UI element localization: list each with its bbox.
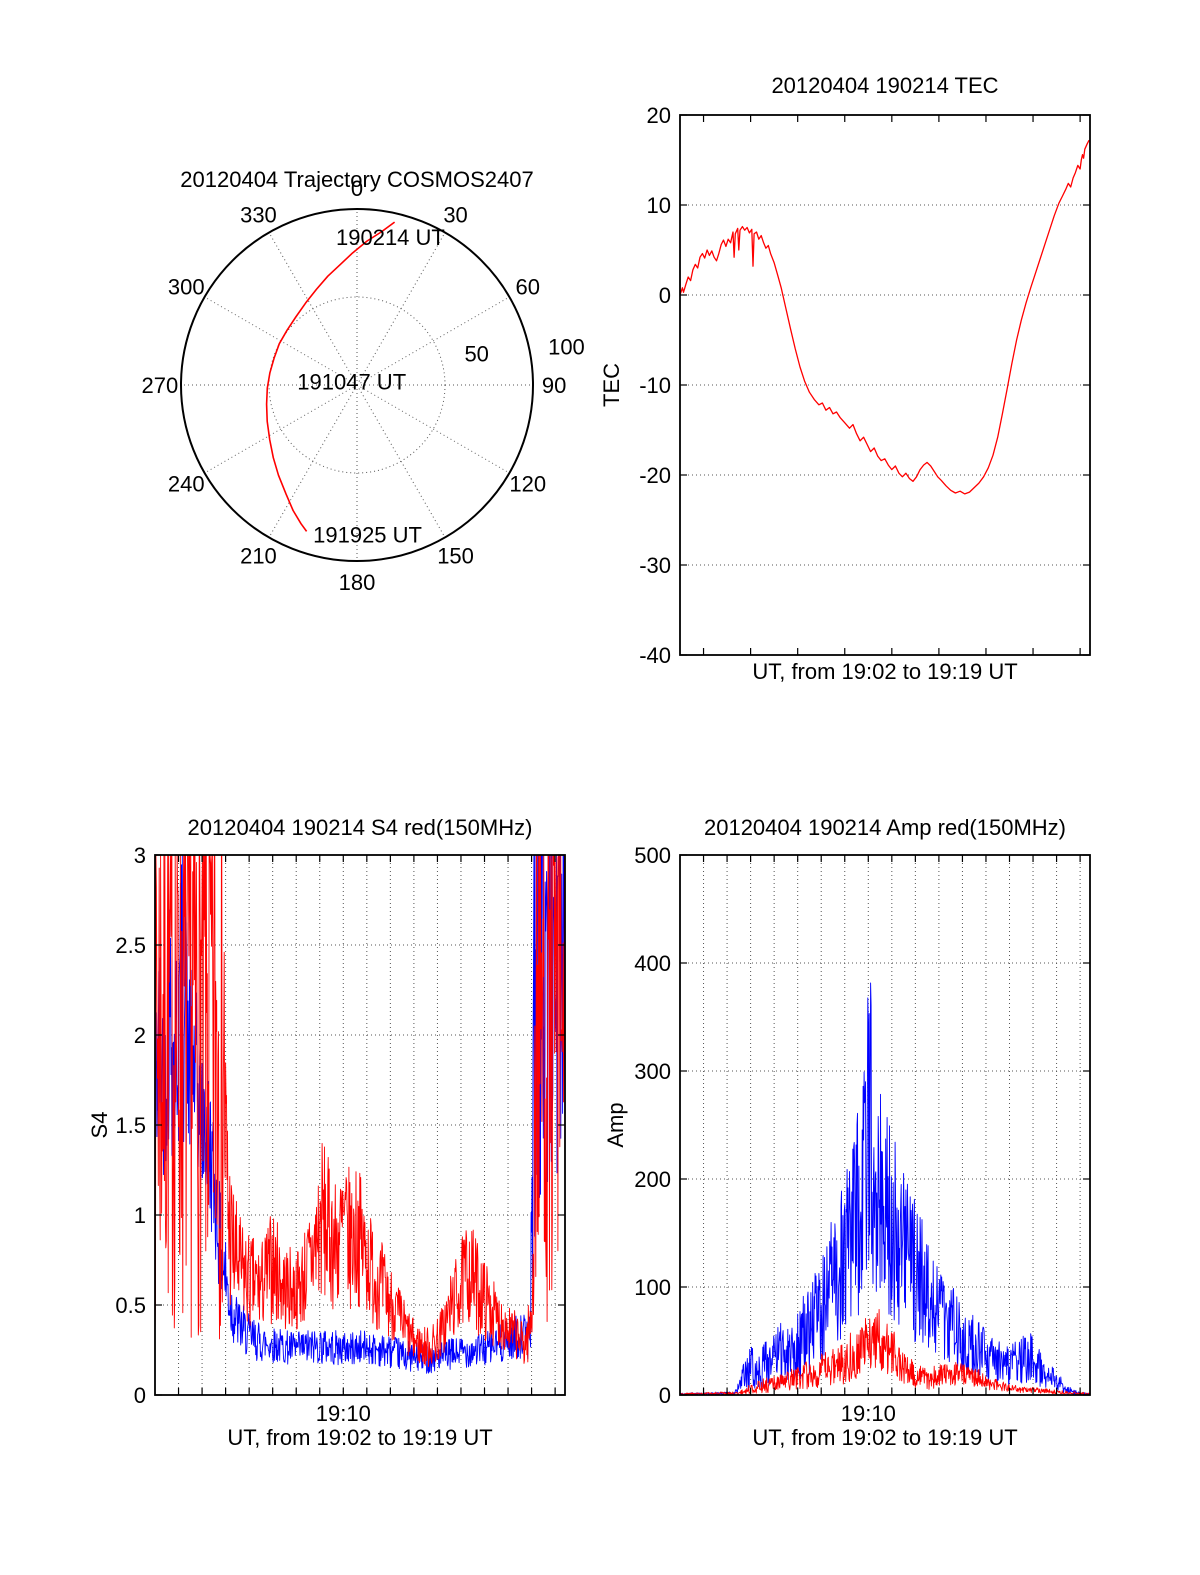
s4-title: 20120404 190214 S4 red(150MHz): [187, 815, 533, 840]
amp-y-axis-label: Amp: [603, 1102, 628, 1148]
s4-series-red: [154, 854, 566, 1368]
tec-y-tick-label: 0: [659, 283, 671, 308]
radial-tick-label: 50: [464, 341, 488, 366]
amp-y-tick-label: 200: [634, 1167, 671, 1192]
s4-y-tick-label: 2.5: [115, 933, 146, 958]
amp-y-tick-label: 0: [659, 1383, 671, 1408]
s4-y-tick-label: 3: [134, 843, 146, 868]
amp-series-blue: [679, 982, 1091, 1396]
s4-y-tick-label: 0: [134, 1383, 146, 1408]
s4-x-axis-label: UT, from 19:02 to 19:19 UT: [227, 1425, 493, 1450]
azimuth-tick-label: 270: [142, 373, 179, 398]
amp-y-tick-label: 300: [634, 1059, 671, 1084]
radial-tick-label: 100: [548, 334, 585, 359]
azimuth-tick-label: 150: [437, 544, 474, 569]
tec-y-tick-label: -40: [639, 643, 671, 668]
azimuth-tick-label: 30: [443, 202, 467, 227]
ticks: 0 100 200 300 400 500 19:10: [634, 843, 1090, 1426]
tec-y-tick-label: -30: [639, 553, 671, 578]
s4-series-blue: [154, 854, 565, 1374]
s4-y-tick-label: 1: [134, 1203, 146, 1228]
ticks: 0 0.5 1 1.5 2 2.5 3 19:10: [115, 843, 565, 1426]
tec-series-red: [679, 139, 1090, 495]
amp-plot-area: 0 100 200 300 400 500 19:10: [634, 843, 1091, 1426]
amp-title: 20120404 190214 Amp red(150MHz): [703, 815, 1067, 840]
s4-x-tick-label: 19:10: [316, 1401, 371, 1426]
s4-y-tick-label: 0.5: [115, 1293, 146, 1318]
satellite-trajectory-line: [265, 221, 396, 532]
trajectory-title: 20120404 Trajectory COSMOS2407: [180, 167, 534, 192]
amp-series-red: [679, 1308, 1091, 1396]
trajectory-time-label: 191047 UT: [297, 369, 406, 394]
gridlines: [680, 204, 1090, 566]
azimuth-tick-label: 90: [542, 373, 566, 398]
s4-y-tick-label: 2: [134, 1023, 146, 1048]
azimuth-tick-label: 330: [240, 202, 277, 227]
polar-outer-circle: [180, 208, 534, 562]
azimuth-tick-label: 120: [509, 472, 546, 497]
amp-axes-box: [679, 854, 1091, 1396]
tec-y-tick-label: -20: [639, 463, 671, 488]
tec-title: 20120404 190214 TEC: [771, 73, 999, 98]
tec-y-tick-label: -10: [639, 373, 671, 398]
amp-x-axis-label: UT, from 19:02 to 19:19 UT: [752, 1425, 1018, 1450]
amp-y-tick-label: 400: [634, 951, 671, 976]
s4-y-axis-label: S4: [87, 1111, 112, 1139]
amp-x-tick-label: 19:10: [841, 1401, 896, 1426]
tec-y-tick-label: 20: [647, 103, 671, 128]
azimuth-tick-label: 180: [339, 570, 376, 595]
azimuth-tick-label: 210: [240, 544, 277, 569]
amp-y-tick-label: 100: [634, 1275, 671, 1300]
tec-y-tick-label: 10: [647, 193, 671, 218]
ticks: -40 -30 -20 -10 0 10 20: [639, 103, 1090, 668]
gridlines: [680, 855, 1090, 1395]
trajectory-time-label: 190214 UT: [336, 225, 445, 250]
tec-plot-area: -40 -30 -20 -10 0 10 20: [639, 103, 1091, 668]
azimuth-tick-label: 240: [168, 472, 205, 497]
s4-plot-area: 0 0.5 1 1.5 2 2.5 3 19:10: [115, 843, 566, 1426]
trajectory-time-label: 191925 UT: [313, 523, 422, 548]
azimuth-tick-label: 0: [351, 176, 363, 201]
azimuth-tick-label: 60: [515, 274, 539, 299]
tec-x-axis-label: UT, from 19:02 to 19:19 UT: [752, 659, 1018, 684]
azimuth-tick-label: 300: [168, 274, 205, 299]
trajectory-polar-plot: 0 30 60 90 120 150 180 210 240 270 300 330 50 100 1902…: [142, 176, 585, 595]
tec-y-axis-label: TEC: [599, 363, 624, 407]
amp-y-tick-label: 500: [634, 843, 671, 868]
s4-y-tick-label: 1.5: [115, 1113, 146, 1138]
